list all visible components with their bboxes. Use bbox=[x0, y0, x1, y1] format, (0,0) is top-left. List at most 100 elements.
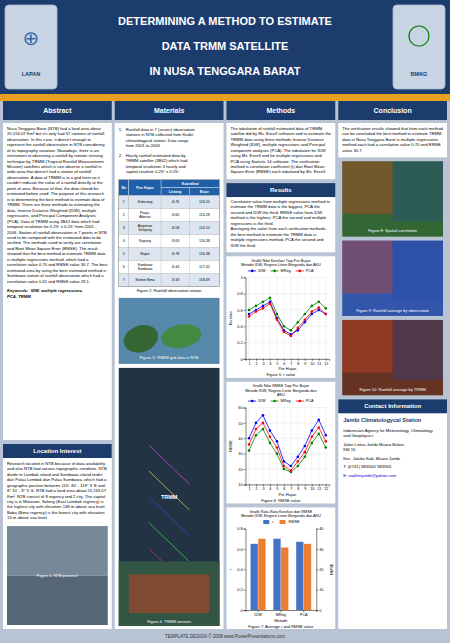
abstract-text-line: TRMM. There are three methods to estimat… bbox=[7, 202, 100, 207]
table-cell-line: 2 bbox=[123, 213, 125, 217]
image-shape bbox=[149, 523, 189, 562]
tick: 50 bbox=[238, 422, 245, 426]
location-text-line: 8° 10' - 9° 5' S. NTB had a land area ab… bbox=[7, 488, 107, 493]
chart-title-line: AKU bbox=[277, 393, 285, 397]
axis-title: Per Hujan bbox=[278, 492, 296, 497]
tick: 1 bbox=[240, 276, 245, 280]
table-cell: 7 bbox=[123, 278, 125, 282]
point bbox=[304, 455, 307, 458]
point bbox=[283, 325, 286, 328]
tick-label: 0.8 bbox=[237, 292, 242, 296]
tick: 5 bbox=[276, 484, 278, 491]
legend-item: IDW bbox=[248, 269, 266, 273]
grid-line bbox=[325, 277, 326, 358]
legend-item: RMSE bbox=[280, 520, 300, 524]
table-cell-bg bbox=[161, 274, 189, 287]
axis-title: Korelasi bbox=[228, 311, 233, 326]
table-cell-bg bbox=[129, 222, 161, 235]
tick-mark bbox=[244, 469, 246, 470]
table-cell: 3 bbox=[123, 226, 125, 230]
tick: 0.8 bbox=[237, 292, 245, 296]
section-title: Materials bbox=[154, 107, 184, 114]
table-cell-line: 116.10 bbox=[199, 226, 210, 230]
tick-mark bbox=[316, 549, 318, 550]
materials-text: 1. Rainfall data in 7 (seven) observatio… bbox=[119, 127, 196, 148]
tick-mark bbox=[244, 326, 246, 327]
tick: 12 bbox=[324, 359, 328, 366]
section-title: Results bbox=[270, 187, 292, 193]
plot-marks bbox=[248, 414, 327, 474]
location-text-line: Baba (Bima regency) is the lowest city w… bbox=[7, 510, 105, 515]
caption: Figure 2: Rainfall observation station bbox=[137, 288, 202, 293]
keywords-line: Keywords: IDW, multiple regressions, bbox=[7, 288, 83, 293]
tick: 10 bbox=[238, 483, 245, 487]
tick-label: 9 bbox=[304, 362, 306, 366]
image-shape bbox=[159, 321, 203, 351]
table-cell-bg bbox=[161, 235, 189, 248]
table-cell-bg bbox=[189, 235, 219, 248]
legend-swatch bbox=[298, 270, 301, 273]
image-placeholder bbox=[7, 526, 108, 575]
tick: 6 bbox=[283, 359, 285, 366]
point bbox=[311, 442, 314, 445]
point bbox=[311, 429, 314, 432]
chart: Grafik Rata-Rata Korelasi dan RMSEMetode… bbox=[227, 507, 336, 629]
table-cell: 116.10 bbox=[199, 226, 210, 230]
caption-line: Figure 10: Rainfall average by TRMM bbox=[359, 387, 425, 392]
tick-label: 10 bbox=[310, 362, 314, 366]
table-cell: Lintang bbox=[169, 190, 182, 194]
grid-line bbox=[255, 277, 256, 358]
abstract-text-line: point of area. Because of that, the data… bbox=[7, 186, 99, 191]
point bbox=[255, 422, 258, 425]
tick-label: 6 bbox=[283, 362, 285, 366]
table-cell-line: 117.42 bbox=[199, 265, 210, 269]
series-line bbox=[249, 303, 326, 336]
abstract-text-line: of its topography variation. Nowadays, t… bbox=[7, 148, 99, 153]
y-axis: 102030405060 bbox=[238, 406, 246, 487]
abstract-text-line: represent the rainfall observation in NT… bbox=[7, 142, 105, 147]
tick-label: 0.8 bbox=[237, 527, 242, 531]
tick-label: 0 bbox=[240, 609, 242, 613]
abstract-text-line: temporal resolution for 0.25° x 0.25° fr… bbox=[7, 224, 97, 229]
location-text-line: divide to Lombok island and Sumbawa isla… bbox=[7, 472, 103, 477]
tick: 4 bbox=[269, 484, 271, 491]
abstract-text-line: used to be compared with the estimated d… bbox=[7, 235, 102, 240]
series-line bbox=[249, 429, 326, 472]
point bbox=[262, 414, 265, 417]
tick: IDW bbox=[254, 610, 262, 617]
table-cell-line: 7 bbox=[123, 278, 125, 282]
caption: Figure 8: Spatial correlation bbox=[368, 228, 417, 233]
tick: 11 bbox=[317, 359, 321, 366]
tick: 12 bbox=[324, 484, 328, 491]
point bbox=[269, 429, 272, 432]
table-cell-line: 4 bbox=[123, 239, 125, 243]
tick: 30 bbox=[316, 548, 323, 552]
tick-label: 20 bbox=[319, 568, 323, 572]
tick: 5 bbox=[276, 359, 278, 366]
image-shape bbox=[149, 497, 189, 536]
title: DATA TRMM SATELLITE bbox=[162, 40, 289, 52]
grid-line bbox=[246, 407, 330, 408]
contact-station-line: Jambi Climatologycal Station bbox=[343, 417, 422, 423]
grid-line bbox=[246, 453, 330, 454]
tick-mark bbox=[244, 569, 246, 570]
tick-mark bbox=[303, 610, 304, 612]
point bbox=[324, 440, 327, 443]
results-text-line: Averaging the value from each verificati… bbox=[231, 226, 327, 231]
table-cell: 4 bbox=[123, 239, 125, 243]
tick-mark bbox=[298, 484, 299, 486]
tick: 4 bbox=[269, 359, 271, 366]
table-cell-bg bbox=[119, 222, 129, 235]
image-shape bbox=[393, 161, 443, 221]
image-placeholder bbox=[342, 320, 443, 395]
logo-label: LAPAN bbox=[22, 71, 41, 77]
tick: 3 bbox=[262, 484, 264, 491]
grid-line bbox=[283, 408, 284, 485]
section-header bbox=[338, 101, 447, 120]
section-title: Contact Information bbox=[364, 403, 421, 409]
tick-mark bbox=[326, 359, 327, 361]
section-header bbox=[115, 101, 224, 120]
location-text-line: Km². NTB consist of 8 regency and 2 city… bbox=[7, 494, 105, 499]
table-cell-line: Pos Hujan bbox=[136, 186, 154, 190]
section-header bbox=[338, 399, 447, 413]
